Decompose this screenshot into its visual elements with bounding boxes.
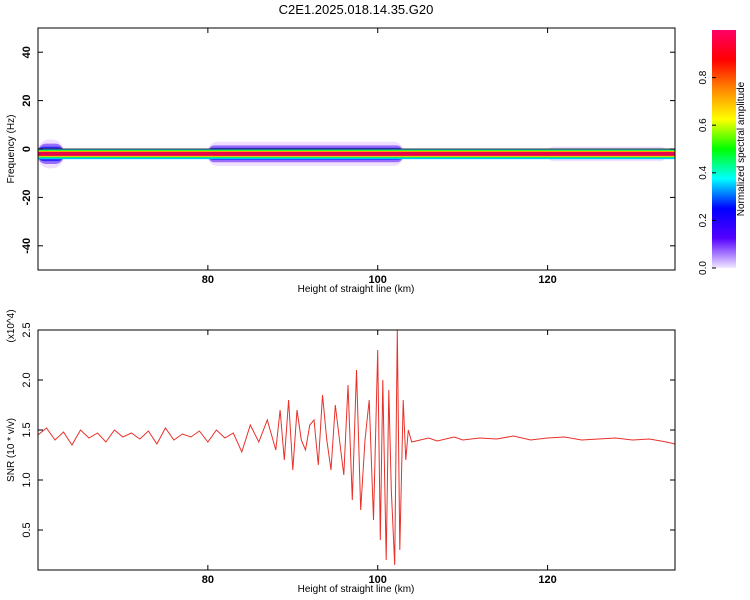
snr-panel: 80 100 120 0.5 1.0 1.5 2.0 2.5 Height of strai… [6,309,676,595]
colorbar-tick-label: 0.4 [698,165,709,179]
spectrogram-x-label: Height of straight line (km) [298,284,415,295]
colorbar: 0.0 0.2 0.4 0.6 0.8 Normalized spectral ampl… [698,30,747,275]
snr-scale-label: (x10^4) [6,309,17,342]
page-title: C2E1.2025.018.14.35.G20 [279,2,434,17]
spectrogram-y-tick-label: 0 [21,146,33,152]
snr-frame [37,329,676,571]
colorbar-tick-label: 0.6 [698,118,709,132]
snr-y-tick-label: 2.5 [21,322,33,337]
snr-plot-area [38,330,675,570]
snr-y-tick-label: 2.0 [21,372,33,387]
colorbar-label: Normalized spectral amplitude [736,81,747,216]
colorbar-tick-label: 0.0 [698,261,709,275]
spectral-band [38,139,675,169]
snr-y-tick-label: 0.5 [21,522,33,537]
snr-x-tick-label: 100 [369,574,387,586]
spectrogram-y-tick-label: -20 [21,189,33,205]
spectral-core-band [38,151,675,156]
spectrogram-y-tick-label: 40 [21,46,33,58]
snr-y-tick-label: 1.0 [21,472,33,487]
snr-y-label: SNR (10 * v/v) [6,418,17,482]
spectrogram-panel: 80 100 120 -40 -20 0 20 40 Height of straight … [6,27,676,295]
colorbar-tick-label: 0.8 [698,70,709,84]
spectrogram-y-tick-label: -40 [21,238,33,254]
spectrogram-y-tick-label: 20 [21,94,33,106]
colorbar-tick-label: 0.2 [698,213,709,227]
snr-series-line [38,330,675,566]
spectrogram-x-tick-label: 100 [369,274,387,286]
snr-x-label: Height of straight line (km) [298,584,415,595]
spectrogram-x-tick-label: 120 [538,274,556,286]
snr-y-tick-label: 1.5 [21,422,33,437]
spectrogram-x-tick-label: 80 [202,274,214,286]
spectrogram-y-label: Frequency (Hz) [6,115,17,184]
colorbar-gradient [712,30,736,268]
snr-x-tick-label: 120 [538,574,556,586]
snr-x-tick-label: 80 [202,574,214,586]
